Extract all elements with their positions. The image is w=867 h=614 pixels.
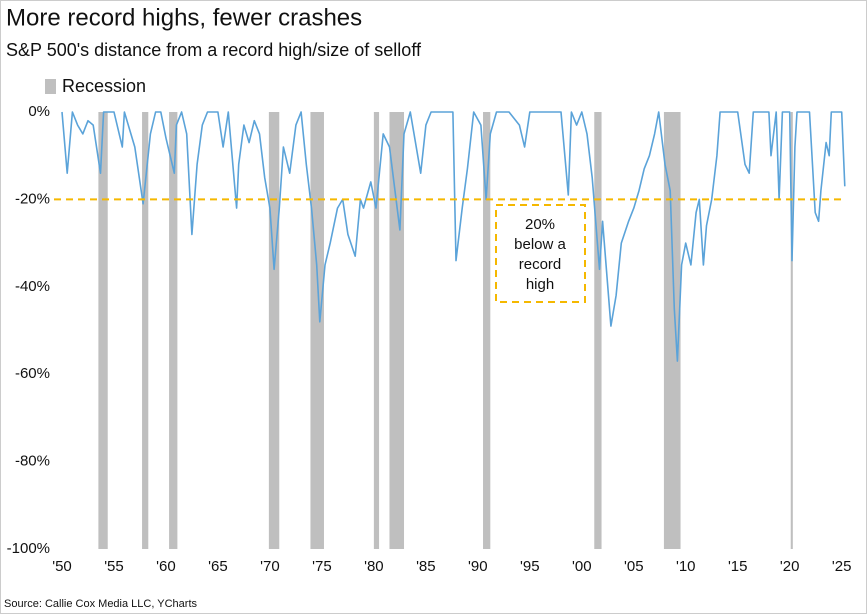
- x-tick-label: '95: [520, 558, 540, 575]
- x-tick-label: '50: [52, 558, 72, 575]
- recession-band: [98, 112, 108, 549]
- legend-label: Recession: [62, 76, 146, 96]
- x-tick-label: '80: [364, 558, 384, 575]
- drawdown-line: [61, 111, 846, 362]
- recession-band: [310, 112, 324, 549]
- y-tick-label: 0%: [28, 103, 50, 120]
- annotation-text: high: [526, 276, 554, 293]
- x-tick-label: '55: [104, 558, 124, 575]
- x-tick-label: '70: [260, 558, 280, 575]
- recession-band: [790, 112, 793, 549]
- y-tick-label: -40%: [15, 278, 50, 295]
- x-tick-label: '90: [468, 558, 488, 575]
- annotation-text: below a: [514, 236, 566, 253]
- y-tick-label: -60%: [15, 365, 50, 382]
- legend-swatch: [45, 79, 56, 94]
- x-tick-label: '00: [572, 558, 592, 575]
- recession-band: [169, 112, 178, 549]
- recession-band: [483, 112, 491, 549]
- chart-subtitle: S&P 500's distance from a record high/si…: [6, 40, 422, 60]
- recession-band: [268, 112, 280, 549]
- x-tick-label: '75: [312, 558, 332, 575]
- recession-band: [594, 112, 602, 549]
- annotation-box: [495, 204, 586, 303]
- x-tick-label: '05: [624, 558, 644, 575]
- annotation-text: record: [519, 256, 562, 273]
- x-tick-label: '85: [416, 558, 436, 575]
- x-tick-label: '65: [208, 558, 228, 575]
- chart-title: More record highs, fewer crashes: [6, 4, 362, 31]
- recession-band: [142, 112, 149, 549]
- y-tick-label: -100%: [7, 540, 50, 557]
- x-tick-label: '25: [832, 558, 852, 575]
- recession-band: [663, 112, 681, 549]
- recession-band: [373, 112, 380, 549]
- source: Source: Callie Cox Media LLC, YCharts: [4, 598, 197, 610]
- y-tick-label: -20%: [15, 190, 50, 207]
- x-tick-label: '60: [156, 558, 176, 575]
- y-tick-label: -80%: [15, 453, 50, 470]
- x-tick-label: '10: [676, 558, 696, 575]
- x-tick-label: '20: [780, 558, 800, 575]
- annotation-text: 20%: [525, 216, 555, 233]
- x-tick-label: '15: [728, 558, 748, 575]
